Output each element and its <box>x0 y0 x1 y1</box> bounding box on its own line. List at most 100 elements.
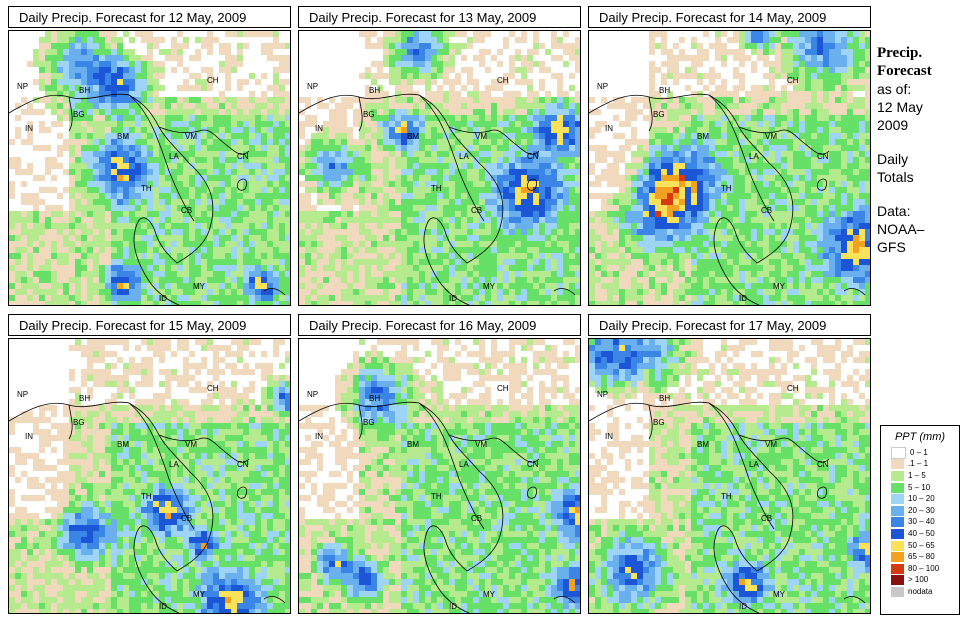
legend-swatch <box>891 575 904 586</box>
country-label: ID <box>739 602 747 611</box>
country-label: LA <box>459 460 469 469</box>
precip-raster: NP BH BG IN CH BM VM LA TH CB CN MY ID <box>9 31 290 305</box>
country-label: CH <box>497 76 509 85</box>
totals-line2: Totals <box>877 169 914 185</box>
country-label: NP <box>17 390 28 399</box>
legend-label: 40 – 50 <box>908 528 935 538</box>
country-label: CN <box>527 460 539 469</box>
legend-label: > 100 <box>908 575 929 585</box>
country-label: MY <box>193 590 206 599</box>
forecast-panel-3: Daily Precip. Forecast for 14 May, 2009 … <box>588 6 871 306</box>
country-label: TH <box>431 184 442 193</box>
panel-title: Daily Precip. Forecast for 16 May, 2009 <box>298 314 581 336</box>
country-label: IN <box>315 124 323 133</box>
country-label: CN <box>237 152 249 161</box>
legend-label: .1 – 1 <box>908 459 929 469</box>
country-label: CB <box>181 514 192 523</box>
country-label: BM <box>117 440 129 449</box>
country-label: BG <box>653 418 665 427</box>
legend-swatch <box>891 505 904 516</box>
legend-item: 20 – 30 <box>881 505 959 517</box>
country-label: TH <box>721 184 732 193</box>
legend-swatch <box>891 563 904 574</box>
country-label: LA <box>749 460 759 469</box>
forecast-panel-6: Daily Precip. Forecast for 17 May, 2009 … <box>588 314 871 614</box>
country-label: IN <box>315 432 323 441</box>
precip-map: NP BH BG IN CH BM VM LA TH CB CN MY ID <box>588 30 871 306</box>
country-label: NP <box>307 390 318 399</box>
sidebar-info: Precip. Forecast as of: 12 May 2009 Dail… <box>877 44 963 256</box>
country-label: NP <box>17 82 28 91</box>
forecast-panel-5: Daily Precip. Forecast for 16 May, 2009 … <box>298 314 581 614</box>
country-label: BH <box>369 86 380 95</box>
sidebar-title-line1: Precip. <box>877 45 923 61</box>
legend-swatch <box>891 446 906 459</box>
country-label: MY <box>483 282 496 291</box>
country-label: MY <box>773 590 786 599</box>
country-label: CH <box>787 384 799 393</box>
panel-title: Daily Precip. Forecast for 17 May, 2009 <box>588 314 871 336</box>
country-label: BG <box>653 110 665 119</box>
country-label: BH <box>79 86 90 95</box>
country-label: ID <box>449 602 457 611</box>
totals-line1: Daily <box>877 151 909 167</box>
country-label: BM <box>117 132 129 141</box>
precip-map: NP BH BG IN CH BM VM LA TH CB CN MY ID <box>298 30 581 306</box>
country-label: IN <box>605 432 613 441</box>
country-label: BG <box>73 110 85 119</box>
country-label: CH <box>787 76 799 85</box>
precip-map: NP BH BG IN CH BM VM LA TH CB CN MY ID <box>8 338 291 614</box>
panel-title: Daily Precip. Forecast for 15 May, 2009 <box>8 314 291 336</box>
as-of-year: 2009 <box>877 117 909 133</box>
country-label: IN <box>25 124 33 133</box>
forecast-panel-1: Daily Precip. Forecast for 12 May, 2009 … <box>8 6 291 306</box>
country-label: NP <box>597 390 608 399</box>
country-label: CN <box>527 152 539 161</box>
country-label: CB <box>761 206 772 215</box>
country-label: CB <box>761 514 772 523</box>
country-label: BM <box>697 440 709 449</box>
precip-map: NP BH BG IN CH BM VM LA TH CB CN MY ID <box>8 30 291 306</box>
country-label: LA <box>169 152 179 161</box>
country-label: NP <box>597 82 608 91</box>
precip-raster: NP BH BG IN CH BM VM LA TH CB CN MY ID <box>299 339 580 613</box>
country-label: BM <box>697 132 709 141</box>
legend-item: 80 – 100 <box>881 563 959 575</box>
country-label: BG <box>363 418 375 427</box>
panel-title: Daily Precip. Forecast for 13 May, 2009 <box>298 6 581 28</box>
country-label: CN <box>817 152 829 161</box>
legend-title: PPT (mm) <box>894 431 946 443</box>
country-label: ID <box>159 294 167 303</box>
legend-label: 30 – 40 <box>908 517 935 527</box>
legend-swatch <box>891 586 904 597</box>
country-label: MY <box>193 282 206 291</box>
country-label: TH <box>141 492 152 501</box>
country-label: ID <box>159 602 167 611</box>
legend-label: 1 – 5 <box>908 470 926 480</box>
country-label: ID <box>739 294 747 303</box>
panel-title: Daily Precip. Forecast for 12 May, 2009 <box>8 6 291 28</box>
legend-item: 50 – 65 <box>881 540 959 552</box>
country-label: VM <box>475 440 487 449</box>
country-label: TH <box>721 492 732 501</box>
precip-raster: NP BH BG IN CH BM VM LA TH CB CN MY ID <box>589 339 870 613</box>
country-label: BH <box>369 394 380 403</box>
legend-label: 80 – 100 <box>908 563 940 573</box>
legend-item: 5 – 10 <box>881 482 959 494</box>
country-label: BM <box>407 440 419 449</box>
precip-raster: NP BH BG IN CH BM VM LA TH CB CN MY ID <box>299 31 580 305</box>
legend-item: 10 – 20 <box>881 493 959 505</box>
country-label: BH <box>659 394 670 403</box>
country-label: CH <box>207 384 219 393</box>
legend-item: 30 – 40 <box>881 517 959 529</box>
legend-label: 65 – 80 <box>908 552 935 562</box>
as-of-date: 12 May <box>877 99 923 115</box>
legend-swatch <box>891 528 904 539</box>
country-label: VM <box>765 132 777 141</box>
country-label: CN <box>817 460 829 469</box>
country-label: MY <box>773 282 786 291</box>
legend-label: 5 – 10 <box>908 482 931 492</box>
country-label: LA <box>749 152 759 161</box>
country-label: VM <box>185 440 197 449</box>
country-label: MY <box>483 590 496 599</box>
